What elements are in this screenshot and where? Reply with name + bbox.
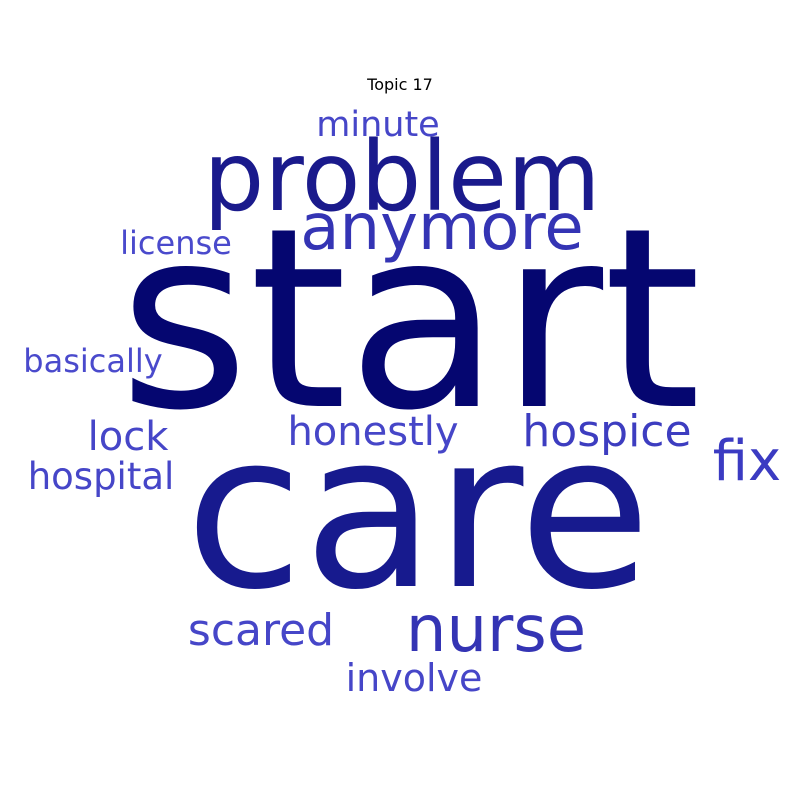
word-problem: problem (203, 121, 600, 233)
word-hospital: hospital (28, 455, 175, 498)
word-care: care (185, 386, 651, 637)
word-start: start (119, 174, 701, 465)
word-minute: minute (316, 105, 439, 145)
chart-title: Topic 17 (367, 75, 433, 94)
word-nurse: nurse (406, 593, 586, 667)
word-basically: basically (23, 342, 162, 380)
word-anymore: anymore (300, 191, 583, 265)
word-fix: fix (713, 429, 781, 494)
word-scared: scared (188, 605, 334, 656)
word-involve: involve (346, 656, 483, 700)
word-hospice: hospice (522, 406, 691, 457)
word-honestly: honestly (287, 409, 458, 455)
word-license: license (120, 224, 232, 262)
word-lock: lock (88, 414, 170, 460)
